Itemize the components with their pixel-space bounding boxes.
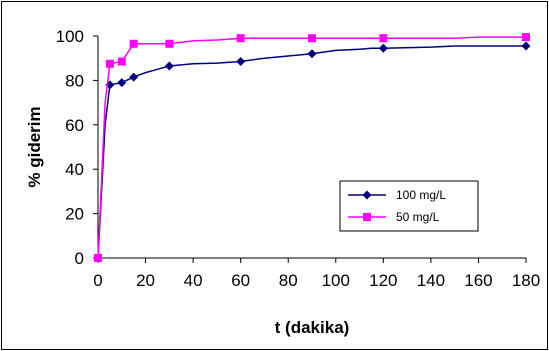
y-tick-label: 40 [65, 160, 84, 179]
y-axis-title: % giderim [25, 106, 44, 187]
y-tick-label: 100 [56, 27, 84, 46]
data-point [236, 34, 245, 43]
data-point [521, 41, 531, 51]
x-tick-label: 60 [231, 271, 250, 290]
x-axis-title: t (dakika) [275, 318, 350, 337]
x-ticks: 0 20 40 60 80 100 120 140 160 180 [93, 258, 540, 290]
y-ticks: 0 20 40 60 80 100 [56, 27, 98, 268]
legend-box [339, 180, 479, 232]
data-point [378, 43, 388, 53]
legend-marker [362, 190, 372, 200]
y-tick-label: 20 [65, 205, 84, 224]
legend-marker [363, 213, 371, 221]
y-tick-label: 0 [75, 249, 84, 268]
y-tick-label: 80 [65, 71, 84, 90]
series-layer [93, 33, 531, 263]
data-point [522, 33, 530, 42]
legend-items: 100 mg/L 50 mg/L [348, 188, 446, 224]
data-point [129, 72, 139, 82]
y-tick-label: 60 [65, 116, 84, 135]
series-line [97, 45, 526, 259]
data-point [105, 59, 114, 68]
x-tick-label: 0 [93, 271, 102, 290]
legend: 100 mg/L 50 mg/L [339, 180, 479, 232]
data-point [164, 61, 174, 71]
x-tick-label: 180 [512, 271, 540, 290]
series-2 [94, 33, 530, 262]
x-tick-label: 100 [322, 271, 350, 290]
data-point [307, 49, 317, 59]
data-point [165, 39, 174, 48]
data-point [117, 78, 127, 88]
data-point [117, 57, 126, 66]
data-point [129, 39, 138, 48]
data-point [308, 34, 316, 43]
x-tick-label: 80 [279, 271, 298, 290]
data-point [379, 34, 388, 43]
legend-label: 50 mg/L [396, 210, 440, 224]
data-point [94, 254, 102, 262]
legend-label: 100 mg/L [396, 188, 446, 202]
legend-item: 50 mg/L [348, 210, 440, 224]
data-point [236, 57, 246, 67]
x-tick-label: 20 [136, 271, 155, 290]
x-tick-label: 40 [184, 271, 203, 290]
axes: 0 20 40 60 80 100 120 140 160 180 0 20 40 60 80 100 [56, 27, 541, 290]
x-tick-label: 140 [417, 271, 445, 290]
legend-item: 100 mg/L [348, 188, 446, 202]
x-tick-label: 120 [369, 271, 397, 290]
x-tick-label: 160 [464, 271, 492, 290]
